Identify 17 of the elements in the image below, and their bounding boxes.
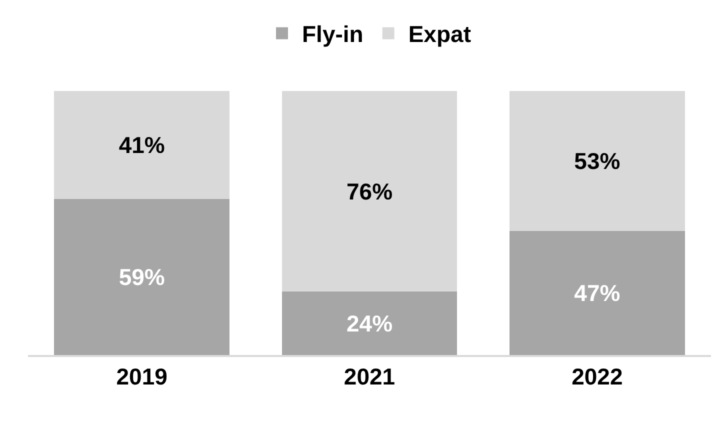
legend-label: Fly-in	[302, 21, 364, 48]
bar	[54, 199, 230, 355]
data-label: 41%	[118, 132, 165, 158]
data-label: 53%	[574, 148, 620, 174]
data-label: 76%	[346, 178, 393, 204]
bar	[510, 91, 685, 231]
data-label: 59%	[118, 264, 165, 290]
x-tick-label: 2021	[344, 364, 396, 390]
legend-label: Expat	[408, 21, 472, 48]
bar	[282, 292, 458, 355]
bar	[510, 230, 685, 355]
x-tick-label: 2019	[116, 364, 168, 390]
x-tick-label: 2022	[572, 364, 623, 390]
bar	[54, 91, 230, 200]
data-label: 24%	[346, 310, 393, 336]
bar	[282, 91, 458, 292]
data-label: 47%	[574, 280, 620, 306]
